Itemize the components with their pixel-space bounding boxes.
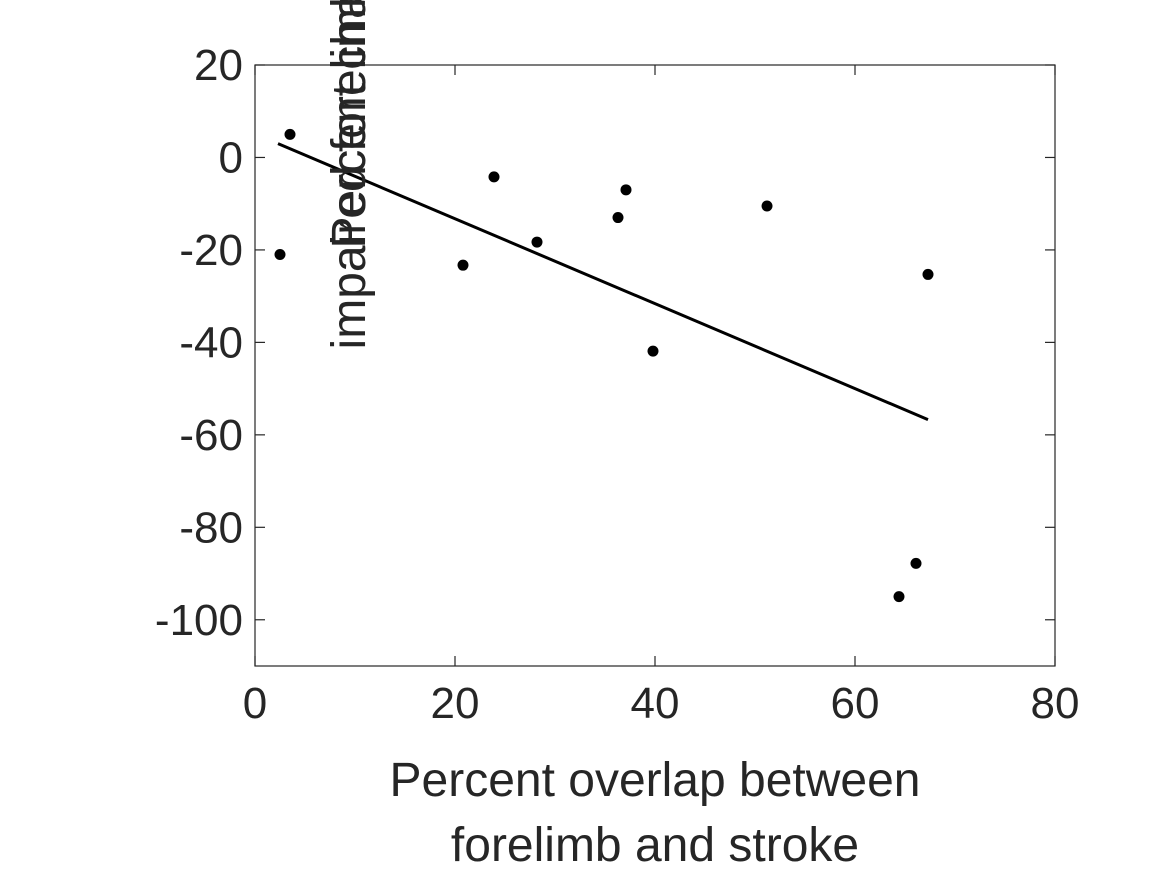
data-point-10 xyxy=(910,557,922,569)
y-tick-label-1: 0 xyxy=(219,133,243,182)
data-point-6 xyxy=(620,184,632,196)
y-tick-label-6: -100 xyxy=(155,596,243,645)
y-tick-label-3: -40 xyxy=(179,318,243,367)
data-point-9 xyxy=(893,591,905,603)
x-tick-label-2: 40 xyxy=(631,679,680,728)
y-tick-label-0: 20 xyxy=(194,41,243,90)
tick-labels-layer: 0 20 40 60 80 20 0 -20 -40 -60 -80 -100 xyxy=(155,41,1080,728)
data-point-0 xyxy=(274,249,286,261)
data-point-1 xyxy=(284,128,296,140)
regression-line xyxy=(277,142,929,421)
data-point-5 xyxy=(612,212,624,224)
y-tick-label-4: -60 xyxy=(179,411,243,460)
y-tick-label-5: -80 xyxy=(179,503,243,552)
data-point-7 xyxy=(647,345,659,357)
x-axis-label-line-2: forelimb and stroke xyxy=(451,819,859,872)
x-tick-label-4: 80 xyxy=(1031,679,1080,728)
x-tick-label-0: 0 xyxy=(243,679,267,728)
plot-frame xyxy=(254,64,1056,667)
x-tick-label-3: 60 xyxy=(831,679,880,728)
points-layer xyxy=(274,128,934,603)
fit-line-layer xyxy=(277,142,929,421)
y-axis-label-line-1: Percent change in xyxy=(323,0,376,248)
x-axis-label-line-1: Percent overlap between xyxy=(390,754,921,807)
y-axis-label-line-2: impaired forelimb use xyxy=(323,0,376,349)
data-point-11 xyxy=(922,268,934,280)
data-point-8 xyxy=(761,200,773,212)
data-point-3 xyxy=(488,171,500,183)
y-tick-label-2: -20 xyxy=(179,226,243,275)
data-point-2 xyxy=(457,259,469,271)
data-point-4 xyxy=(531,236,543,248)
x-tick-label-1: 20 xyxy=(431,679,480,728)
